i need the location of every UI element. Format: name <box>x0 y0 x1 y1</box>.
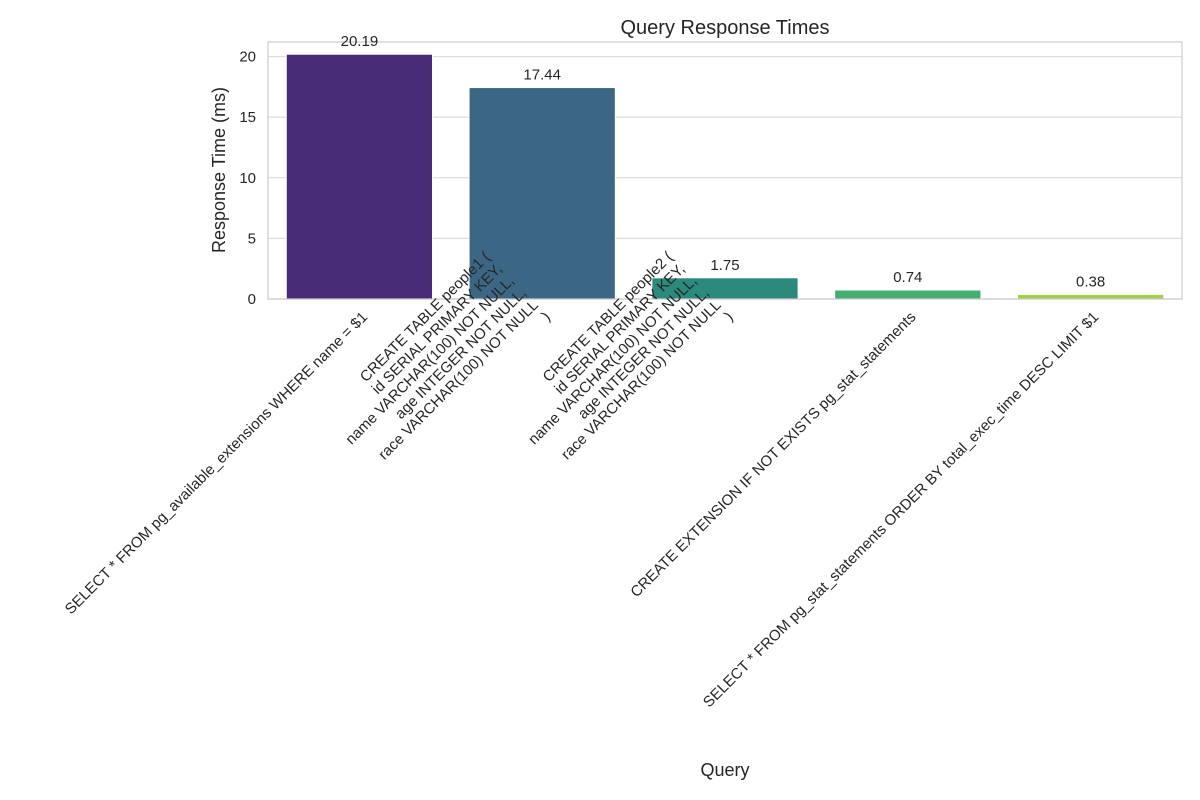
y-tick-labels: 0 5 10 15 20 <box>239 49 256 308</box>
bar-value-label: 1.75 <box>710 257 739 274</box>
bar <box>834 289 982 300</box>
y-tick-label: 5 <box>248 230 256 247</box>
value-labels: 20.19 17.44 1.75 0.74 0.38 <box>341 33 1106 290</box>
bar-value-label: 17.44 <box>523 67 561 84</box>
x-category-label-line: SELECT * FROM pg_available_extensions WH… <box>62 309 371 618</box>
y-tick-label: 0 <box>248 291 256 308</box>
bar-value-label: 0.38 <box>1076 273 1105 290</box>
x-category-label-line: ) <box>721 309 737 325</box>
bar <box>468 87 616 300</box>
x-category-label: SELECT * FROM pg_stat_statements ORDER B… <box>700 309 1102 711</box>
bar <box>1016 293 1165 300</box>
y-tick-label: 20 <box>239 49 256 66</box>
chart-title: Query Response Times <box>621 17 830 39</box>
bar-value-label: 20.19 <box>341 33 379 50</box>
x-category-label-line: SELECT * FROM pg_stat_statements ORDER B… <box>700 309 1102 711</box>
x-axis-label: Query <box>700 760 749 780</box>
x-category-label-line: ) <box>538 309 554 325</box>
x-category-label: SELECT * FROM pg_available_extensions WH… <box>62 309 371 618</box>
bar-value-label: 0.74 <box>893 269 922 286</box>
x-category-labels: SELECT * FROM pg_available_extensions WH… <box>62 249 1102 711</box>
plot-frame <box>267 41 1183 300</box>
bars <box>285 53 1165 300</box>
y-tick-label: 10 <box>239 170 256 187</box>
y-axis-label: Response Time (ms) <box>209 87 229 253</box>
y-tick-label: 15 <box>239 109 256 126</box>
bar <box>285 53 434 300</box>
